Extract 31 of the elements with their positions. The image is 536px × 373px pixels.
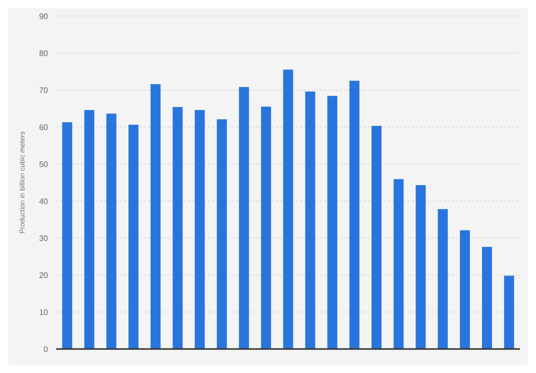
bar	[349, 80, 360, 349]
bar	[216, 119, 227, 349]
y-tick-label: 90	[39, 12, 49, 21]
bar	[172, 107, 183, 349]
bar	[261, 106, 272, 349]
bar	[150, 84, 161, 349]
y-tick-label: 50	[39, 160, 49, 169]
y-tick-label: 30	[39, 234, 49, 243]
bar	[372, 126, 382, 349]
bar	[504, 276, 514, 349]
y-tick-label: 70	[39, 86, 49, 95]
bar	[305, 91, 316, 349]
bar	[394, 179, 404, 349]
bar	[128, 124, 138, 349]
y-tick-label: 60	[39, 122, 49, 132]
bar	[238, 87, 249, 349]
y-tick-label: 40	[39, 196, 49, 206]
bar	[416, 185, 426, 349]
bar	[194, 110, 205, 349]
bar	[327, 96, 338, 349]
y-tick-label: 20	[39, 270, 49, 280]
bar	[283, 70, 294, 349]
bar	[84, 110, 94, 349]
y-tick-label: 0	[44, 344, 49, 354]
y-tick-label: 80	[39, 48, 49, 58]
y-tick-label: 10	[39, 308, 49, 317]
bar	[62, 122, 72, 349]
bar	[460, 230, 470, 349]
bar	[482, 246, 492, 349]
bar	[106, 114, 116, 349]
bar	[438, 209, 448, 349]
